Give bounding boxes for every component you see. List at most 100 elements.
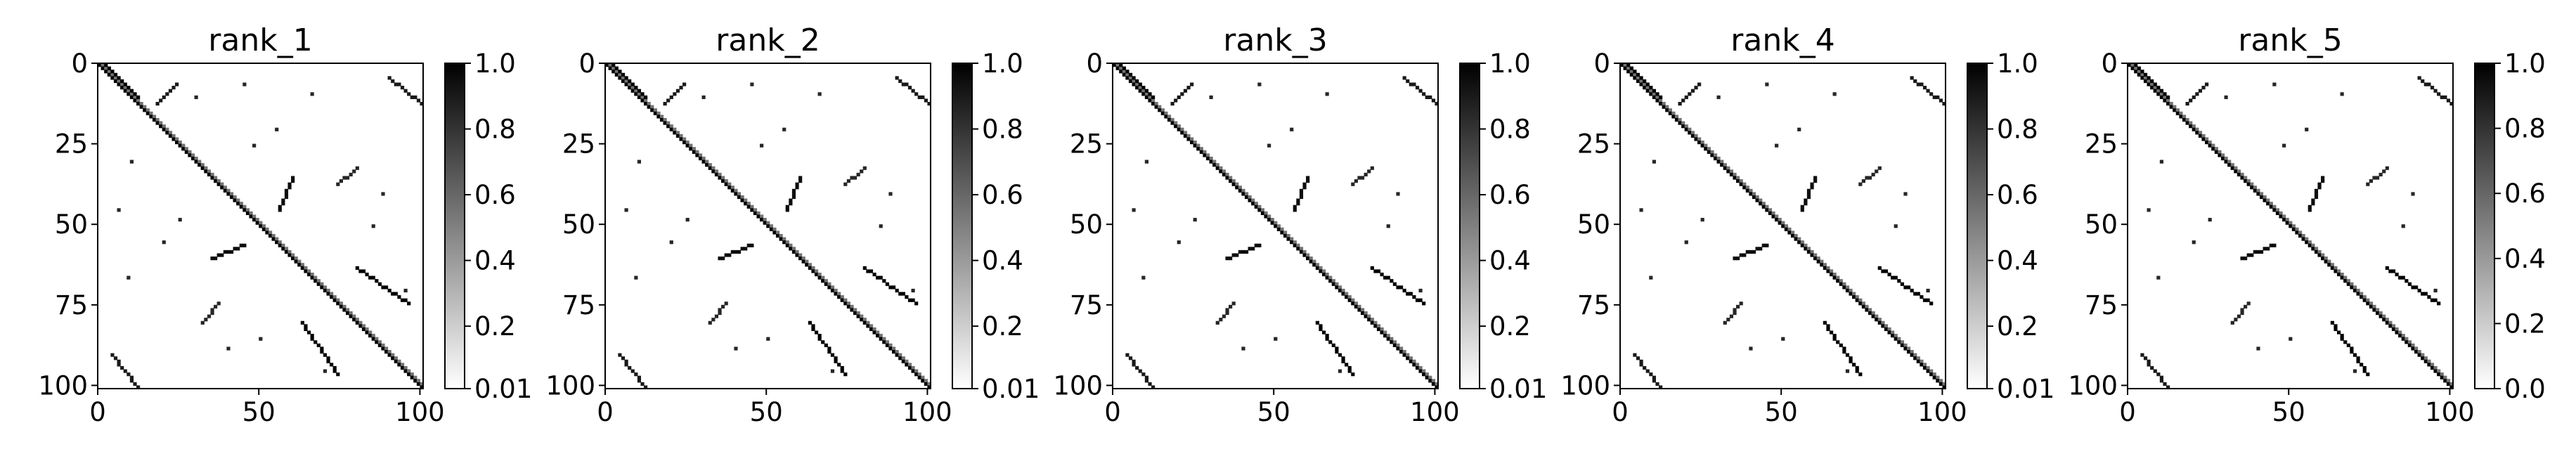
- contact-cell: [869, 269, 874, 273]
- contact-cell: [1132, 76, 1136, 80]
- x-tick-label: 0: [2119, 397, 2136, 427]
- contact-cell: [872, 272, 876, 277]
- diagonal-shoulder-cell: [320, 282, 324, 286]
- diagonal-cell: [2356, 292, 2360, 296]
- diagonal-shoulder-cell: [727, 182, 732, 186]
- diagonal-cell: [1688, 131, 1692, 135]
- diagonal-shoulder-cell: [1871, 311, 1875, 316]
- diagonal-shoulder-cell: [268, 230, 273, 235]
- diagonal-shoulder-cell: [1306, 253, 1310, 257]
- contact-cell: [1331, 343, 1335, 347]
- diagonal-cell: [872, 330, 876, 335]
- contact-cell: [840, 365, 844, 370]
- diagonal-cell: [361, 327, 366, 332]
- contact-cell: [320, 346, 324, 351]
- contact-cell: [377, 282, 382, 286]
- contact-cell: [634, 372, 638, 377]
- diagonal-shoulder-cell: [2263, 195, 2267, 200]
- diagonal-cell: [365, 330, 369, 335]
- contact-cell: [358, 269, 363, 273]
- contact-cell: [375, 279, 379, 283]
- diagonal-shoulder-cell: [2282, 214, 2286, 219]
- diagonal-cell: [194, 160, 198, 164]
- contact-cell: [1151, 385, 1156, 389]
- diagonal-shoulder-cell: [1865, 304, 1869, 309]
- contact-cell: [1367, 169, 1371, 174]
- sparse-contact-cell: [1274, 337, 1278, 341]
- diagonal-cell: [1739, 182, 1743, 186]
- diagonal-cell: [2185, 121, 2189, 125]
- contact-cell: [1643, 365, 1647, 370]
- diagonal-shoulder-cell: [361, 324, 366, 328]
- diagonal-shoulder-cell: [2230, 163, 2234, 167]
- contact-cell: [1338, 353, 1342, 357]
- diagonal-shoulder-cell: [1325, 272, 1329, 277]
- contact-cell: [403, 298, 408, 302]
- contact-cell: [1681, 98, 1685, 103]
- diagonal-shoulder-cell: [2140, 72, 2144, 77]
- diagonal-shoulder-cell: [175, 137, 179, 141]
- diagonal-shoulder-cell: [1916, 356, 1920, 361]
- diagonal-shoulder-cell: [779, 233, 783, 238]
- contact-cell: [879, 275, 883, 280]
- diagonal-cell: [2269, 204, 2273, 209]
- diagonal-cell: [2230, 166, 2234, 170]
- diagonal-cell: [139, 105, 143, 109]
- contact-cell: [2269, 243, 2273, 247]
- sparse-contact-cell: [178, 218, 182, 222]
- contact-cell: [1144, 89, 1149, 93]
- contact-cell: [2437, 92, 2441, 96]
- diagonal-cell: [2443, 379, 2447, 383]
- diagonal-shoulder-cell: [2417, 349, 2421, 354]
- sparse-contact-cell: [259, 337, 263, 341]
- contact-cell: [1733, 308, 1737, 312]
- contact-cell: [876, 275, 880, 280]
- diagonal-cell: [178, 143, 182, 148]
- diagonal-cell: [1319, 269, 1323, 273]
- diagonal-cell: [2250, 186, 2254, 190]
- diagonal-shoulder-cell: [1196, 143, 1200, 148]
- diagonal-cell: [300, 266, 304, 270]
- diagonal-cell: [2128, 63, 2132, 67]
- contact-cell: [2334, 327, 2338, 332]
- diagonal-cell: [1209, 160, 1213, 164]
- diagonal-cell: [1723, 166, 1727, 170]
- diagonal-shoulder-cell: [808, 263, 812, 267]
- contact-cell: [911, 298, 915, 302]
- diagonal-cell: [1151, 102, 1156, 106]
- diagonal-shoulder-cell: [1810, 249, 1814, 254]
- contact-cell: [827, 346, 831, 351]
- diagonal-cell: [323, 288, 328, 293]
- diagonal-cell: [1138, 89, 1142, 93]
- diagonal-cell: [2275, 211, 2280, 216]
- x-tick-label: 0: [1104, 397, 1121, 427]
- contact-cell: [1806, 192, 1811, 196]
- contact-cell: [1319, 327, 1323, 332]
- diagonal-cell: [1903, 346, 1908, 351]
- diagonal-shoulder-cell: [127, 89, 131, 93]
- contact-cell: [860, 169, 864, 174]
- diagonal-shoulder-cell: [1913, 353, 1917, 357]
- sparse-contact-cell: [2224, 95, 2228, 100]
- diagonal-cell: [1922, 365, 1927, 370]
- diagonal-cell: [2372, 308, 2376, 312]
- sparse-contact-cell: [275, 127, 279, 131]
- diagonal-shoulder-cell: [1254, 202, 1258, 206]
- diagonal-cell: [2366, 301, 2370, 306]
- sparse-contact-cell: [750, 82, 754, 86]
- diagonal-cell: [866, 324, 870, 328]
- contact-cell: [107, 66, 111, 70]
- contact-cell: [2336, 330, 2341, 335]
- diagonal-cell: [2159, 95, 2164, 100]
- diagonal-cell: [791, 249, 796, 254]
- contact-cell: [2240, 311, 2244, 316]
- contact-cell: [2356, 356, 2360, 361]
- contact-cell: [2433, 89, 2438, 93]
- diagonal-shoulder-cell: [1655, 95, 1659, 100]
- diagonal-shoulder-cell: [1932, 372, 1936, 377]
- diagonal-cell: [1396, 346, 1400, 351]
- contact-cell: [2372, 176, 2376, 180]
- contact-cell: [856, 172, 860, 177]
- contact-cell: [721, 257, 725, 261]
- diagonal-shoulder-cell: [207, 169, 212, 174]
